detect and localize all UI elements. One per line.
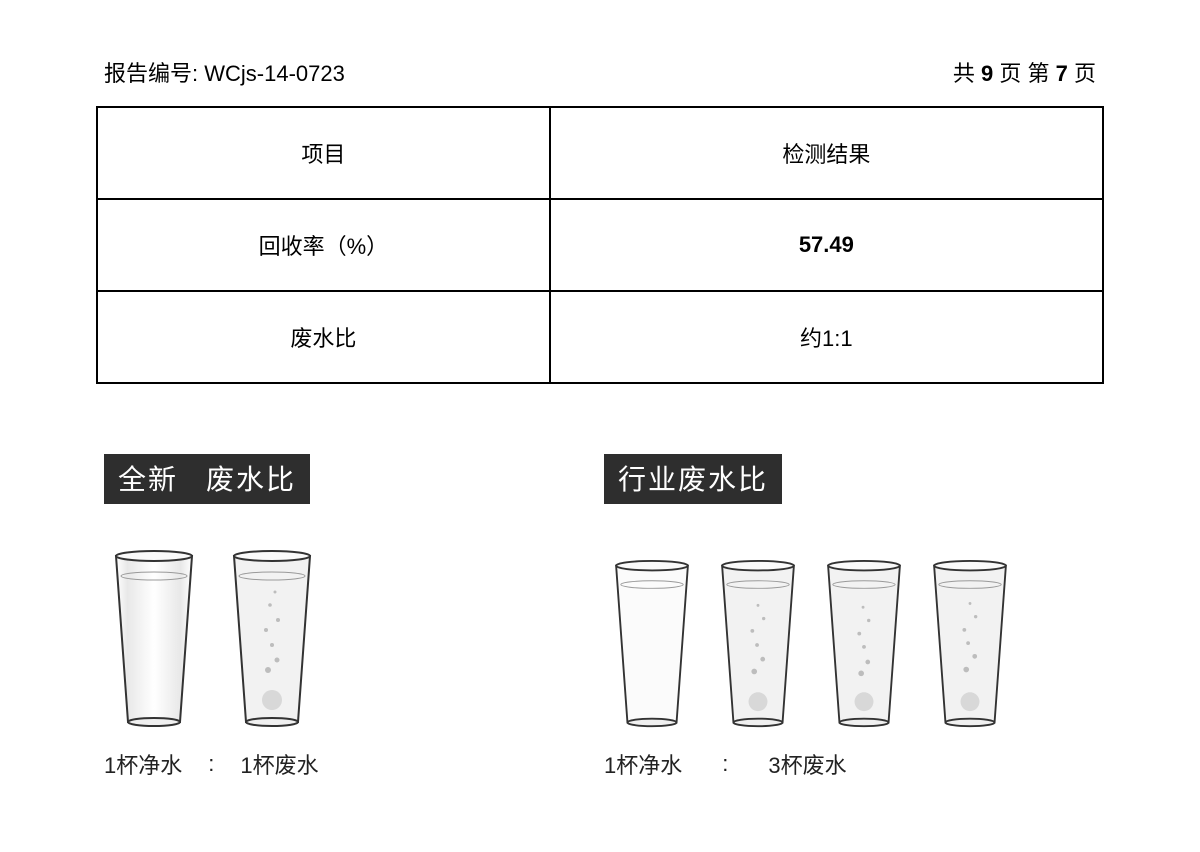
new-ratio-labels: 1杯净水 : 1杯废水: [104, 748, 484, 780]
new-ratio-block: 全新废水比: [104, 454, 484, 780]
table-row: 回收率（%） 57.49: [97, 199, 1103, 291]
ratio-separator: :: [722, 751, 728, 777]
clean-label: 1杯净水: [604, 748, 682, 780]
report-no-value: WCjs-14-0723: [204, 61, 345, 86]
clean-glass-icon: [104, 550, 204, 730]
waste-glass-icon: [816, 560, 912, 730]
comparison-section: 全新废水比: [96, 454, 1104, 780]
current-page: 7: [1056, 61, 1068, 86]
waste-label: 1杯废水: [240, 748, 318, 780]
waste-glass-icon: [222, 550, 322, 730]
page-prefix: 共: [953, 61, 975, 86]
clean-glass-icon: [604, 560, 700, 730]
new-ratio-badge: 全新废水比: [104, 454, 310, 504]
page-indicator: 共 9 页 第 7 页: [953, 56, 1096, 88]
report-header: 报告编号: WCjs-14-0723 共 9 页 第 7 页: [96, 56, 1104, 88]
table-header-row: 项目 检测结果: [97, 107, 1103, 199]
results-table: 项目 检测结果 回收率（%） 57.49 废水比 约1:1: [96, 106, 1104, 384]
badge-part-2: 废水比: [206, 464, 296, 495]
new-ratio-glasses: [104, 540, 484, 730]
report-number: 报告编号: WCjs-14-0723: [104, 56, 345, 88]
industry-ratio-labels: 1杯净水 : 3杯废水: [604, 748, 1104, 780]
total-pages: 9: [981, 61, 993, 86]
badge-part-1: 全新: [118, 464, 178, 495]
industry-ratio-block: 行业废水比: [604, 454, 1104, 780]
industry-ratio-glasses: [604, 540, 1104, 730]
report-label: 报告编号:: [104, 61, 198, 86]
waste-glass-icon: [922, 560, 1018, 730]
ratio-separator: :: [208, 751, 214, 777]
page-suffix: 页: [1074, 61, 1096, 86]
col-header-item: 项目: [97, 107, 550, 199]
row2-value: 约1:1: [550, 291, 1103, 383]
page-mid: 页 第: [999, 61, 1049, 86]
clean-label: 1杯净水: [104, 748, 182, 780]
table-row: 废水比 约1:1: [97, 291, 1103, 383]
col-header-result: 检测结果: [550, 107, 1103, 199]
row1-name: 回收率（%）: [97, 199, 550, 291]
waste-label: 3杯废水: [768, 748, 846, 780]
report-page: 报告编号: WCjs-14-0723 共 9 页 第 7 页 项目 检测结果 回…: [0, 0, 1200, 820]
waste-glass-icon: [710, 560, 806, 730]
row1-value: 57.49: [550, 199, 1103, 291]
row2-name: 废水比: [97, 291, 550, 383]
industry-ratio-badge: 行业废水比: [604, 454, 782, 504]
